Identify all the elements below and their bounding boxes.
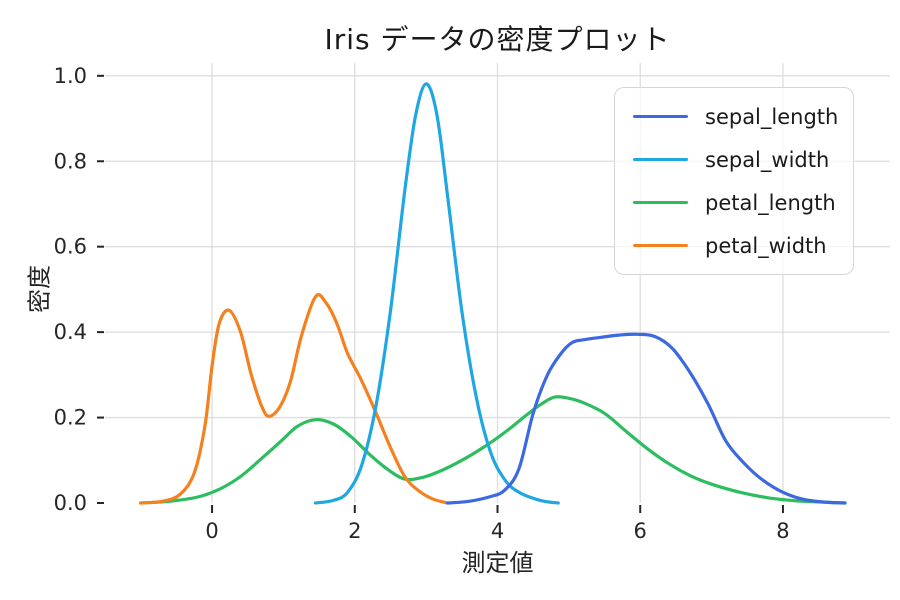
legend-label: petal_width [705, 233, 827, 258]
y-tick-label: 0.4 [54, 320, 87, 344]
y-tick-label: 0.8 [54, 149, 87, 173]
x-tick-label: 8 [776, 519, 789, 543]
density-curve-petal_length [139, 395, 847, 505]
y-tick-label: 1.0 [54, 64, 87, 88]
legend-line-sample [633, 243, 688, 248]
x-axis-label: 測定値 [461, 549, 534, 577]
legend-line-sample [633, 157, 688, 162]
y-axis-label: 密度 [25, 265, 54, 313]
x-tick-label: 4 [491, 519, 504, 543]
density-curve-sepal_width [313, 82, 560, 505]
density-curve-petal_width [139, 293, 450, 505]
y-tick-label: 0.6 [54, 235, 87, 259]
x-tick-label: 2 [348, 519, 361, 543]
y-tick-label: 0.0 [54, 491, 87, 515]
legend-label: sepal_width [705, 147, 830, 172]
legend-line-sample [633, 114, 688, 119]
x-tick-label: 6 [634, 519, 647, 543]
legend-label: sepal_length [705, 104, 839, 129]
legend-item-petal_length: petal_length [633, 181, 836, 224]
legend-line-sample [633, 200, 688, 205]
x-tick-label: 0 [205, 519, 218, 543]
legend-label: petal_length [705, 190, 836, 215]
y-tick-label: 0.2 [54, 406, 87, 430]
density-curve-sepal_length [445, 332, 847, 505]
legend-item-petal_width: petal_width [633, 224, 835, 267]
chart-title: Iris データの密度プロット [324, 23, 671, 56]
legend-item-sepal_width: sepal_width [633, 138, 835, 181]
legend-item-sepal_length: sepal_length [633, 95, 839, 138]
